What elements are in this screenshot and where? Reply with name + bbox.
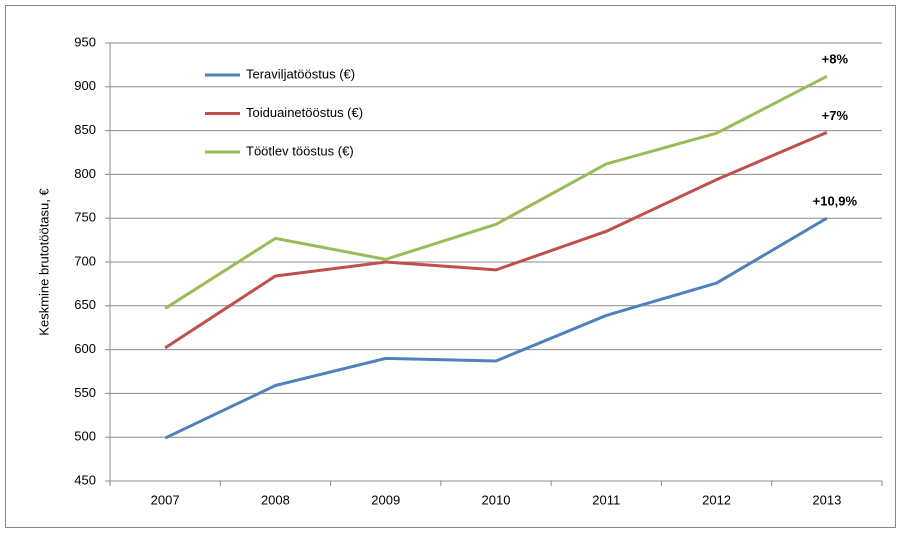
- y-tick-label: 800: [74, 166, 96, 181]
- y-tick-label: 450: [74, 472, 96, 487]
- series-line: [164, 74, 828, 310]
- x-tick-label: 2010: [482, 492, 511, 507]
- end-label: +10,9%: [813, 194, 858, 209]
- legend-label: Töötlev tööstus (€): [246, 143, 354, 158]
- end-label: +7%: [822, 108, 849, 123]
- x-tick-label: 2011: [592, 492, 620, 507]
- y-tick-label: 600: [74, 341, 96, 356]
- y-tick-label: 500: [74, 429, 96, 444]
- x-tick-label: 2013: [812, 492, 841, 507]
- x-tick-label: 2008: [261, 492, 290, 507]
- y-tick-label: 750: [74, 210, 96, 225]
- x-tick-label: 2007: [151, 492, 180, 507]
- x-tick-label: 2009: [371, 492, 400, 507]
- y-tick-label: 900: [74, 78, 96, 93]
- series-line: [164, 216, 828, 440]
- series-line: [164, 130, 828, 350]
- y-tick-label: 850: [74, 122, 96, 137]
- y-tick-label: 700: [74, 253, 96, 268]
- legend-label: Teraviljatööstus (€): [246, 66, 355, 81]
- y-tick-label: 650: [74, 297, 96, 312]
- end-label: +8%: [822, 52, 849, 67]
- legend-label: Toiduainetööstus (€): [246, 105, 363, 120]
- x-tick-label: 2012: [702, 492, 731, 507]
- y-axis-label: Keskmine brutotöötasu, €: [36, 188, 51, 336]
- y-tick-label: 550: [74, 385, 96, 400]
- y-tick-label: 950: [74, 34, 96, 49]
